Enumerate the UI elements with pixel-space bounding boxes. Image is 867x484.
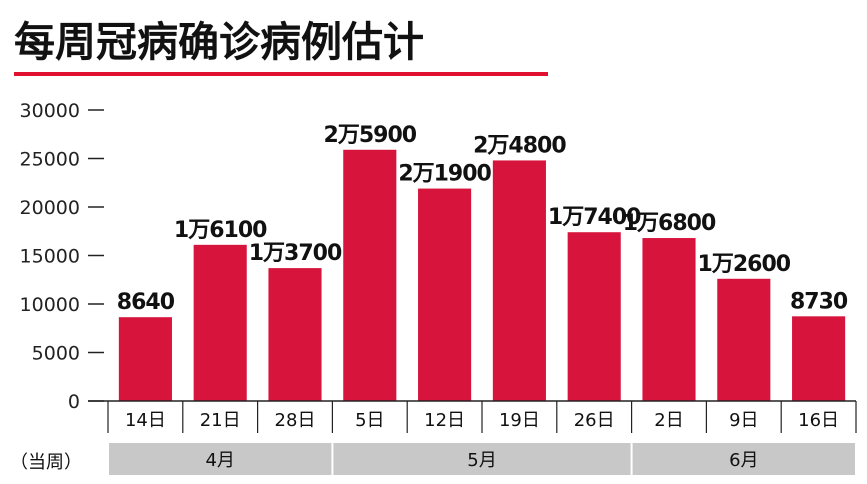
bar-value-label: 1万6100 xyxy=(174,218,267,243)
title-underline xyxy=(14,72,548,76)
bar-value-label: 2万5900 xyxy=(324,123,417,148)
x-tick-label: 12日 xyxy=(424,410,465,431)
y-axis: 0 5000 10000 15000 20000 25000 30000 xyxy=(20,100,104,413)
bar-value-label: 8640 xyxy=(117,290,175,315)
month-band xyxy=(109,443,332,475)
y-tick-label: 15000 xyxy=(20,246,80,268)
month-label: 5月 xyxy=(467,450,496,471)
x-tick-label: 2日 xyxy=(654,410,683,431)
month-groups: （当周） 4月 5月 6月 xyxy=(10,443,855,475)
bar-value-label: 1万3700 xyxy=(249,241,342,266)
bar xyxy=(642,238,696,401)
bar-value-label: 8730 xyxy=(790,289,848,314)
bar-value-label: 1万2600 xyxy=(698,252,791,277)
group-row-label: （当周） xyxy=(10,452,82,473)
bar xyxy=(118,317,172,401)
bar-value-label: 1万7400 xyxy=(548,205,641,230)
chart-title: 每周冠病确诊病例估计 xyxy=(14,18,424,66)
month-label: 6月 xyxy=(729,450,758,471)
x-tick-label: 19日 xyxy=(499,410,540,431)
y-tick-label: 30000 xyxy=(20,100,80,122)
month-label: 4月 xyxy=(205,450,234,471)
y-tick-label: 10000 xyxy=(20,294,80,316)
bar xyxy=(492,160,546,401)
bar xyxy=(418,188,472,401)
x-tick-label: 9日 xyxy=(729,410,758,431)
month-band xyxy=(333,443,631,475)
bar xyxy=(343,149,397,401)
y-tick-label: 0 xyxy=(68,391,80,413)
bar xyxy=(268,268,322,401)
x-tick-label: 14日 xyxy=(125,410,166,431)
y-tick-label: 20000 xyxy=(20,197,80,219)
bar xyxy=(567,232,621,401)
x-tick-label: 28日 xyxy=(275,410,316,431)
x-tick-label: 16日 xyxy=(798,410,839,431)
bar xyxy=(792,316,846,401)
x-axis: 14日 21日 28日 5日 12日 19日 26日 2日 9日 16日 xyxy=(88,400,857,433)
month-band xyxy=(632,443,855,475)
x-tick-label: 26日 xyxy=(574,410,615,431)
bar xyxy=(193,244,247,401)
bar-value-label: 2万4800 xyxy=(473,133,566,158)
y-tick-label: 25000 xyxy=(20,149,80,171)
bar-value-label: 2万1900 xyxy=(398,162,491,187)
x-tick-label: 5日 xyxy=(355,410,384,431)
bar xyxy=(717,278,771,401)
y-tick-label: 5000 xyxy=(32,343,80,365)
x-tick-label: 21日 xyxy=(200,410,241,431)
bar-value-label: 1万6800 xyxy=(623,211,716,236)
bars xyxy=(118,149,846,401)
